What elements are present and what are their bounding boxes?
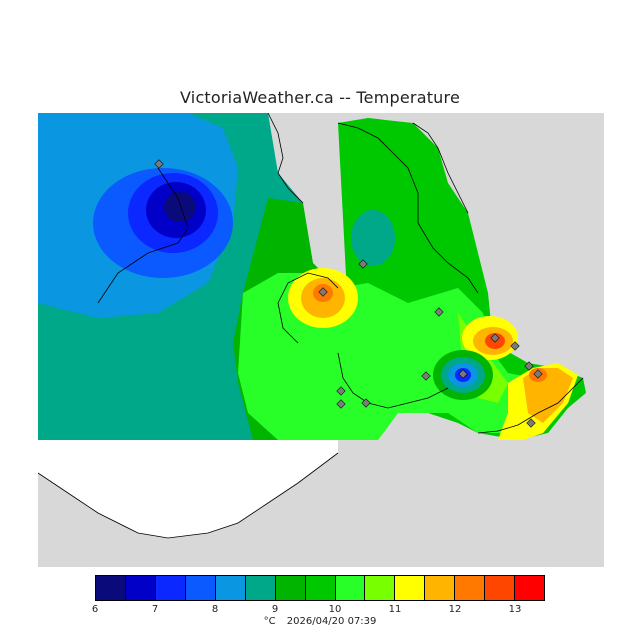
legend-tick-label: 12	[448, 604, 462, 615]
legend-swatch	[365, 576, 396, 600]
legend-ticks: 6 7 8 9 10 11 12 13	[91, 604, 545, 618]
legend-tick-label: 6	[91, 604, 99, 615]
legend-swatch	[305, 576, 336, 600]
legend-swatch	[215, 576, 246, 600]
legend-tick-label: 8	[211, 604, 219, 615]
unmapped-area	[38, 440, 338, 538]
unit-label: °C	[263, 616, 276, 627]
map-footer: °C 2026/04/20 07:39	[0, 616, 640, 627]
color-legend	[95, 575, 545, 601]
legend-tick-label: 13	[508, 604, 522, 615]
coastlines	[38, 113, 584, 539]
stations	[154, 159, 543, 428]
contour-6c-core	[164, 192, 196, 222]
legend-swatch	[96, 576, 126, 600]
legend-swatch	[275, 576, 306, 600]
temperature-map[interactable]	[38, 113, 604, 567]
contour-11-5c-se	[523, 368, 573, 423]
legend-swatch	[155, 576, 186, 600]
land-south	[38, 453, 338, 567]
legend-swatch	[185, 576, 216, 600]
legend-swatch	[455, 576, 486, 600]
legend-swatch	[485, 576, 516, 600]
timestamp-label: 2026/04/20 07:39	[286, 616, 377, 627]
contour-9c-peninsula	[351, 210, 395, 266]
legend-swatch	[425, 576, 456, 600]
legend-swatch	[125, 576, 156, 600]
legend-tick-label: 7	[151, 604, 159, 615]
legend-swatch	[515, 576, 545, 600]
legend-tick-label: 11	[388, 604, 402, 615]
legend-swatch	[335, 576, 366, 600]
legend-tick-label: 10	[328, 604, 342, 615]
legend-swatch	[395, 576, 426, 600]
legend-tick-label: 9	[271, 604, 279, 615]
legend-swatch	[245, 576, 276, 600]
map-title: VictoriaWeather.ca -- Temperature	[180, 88, 460, 107]
